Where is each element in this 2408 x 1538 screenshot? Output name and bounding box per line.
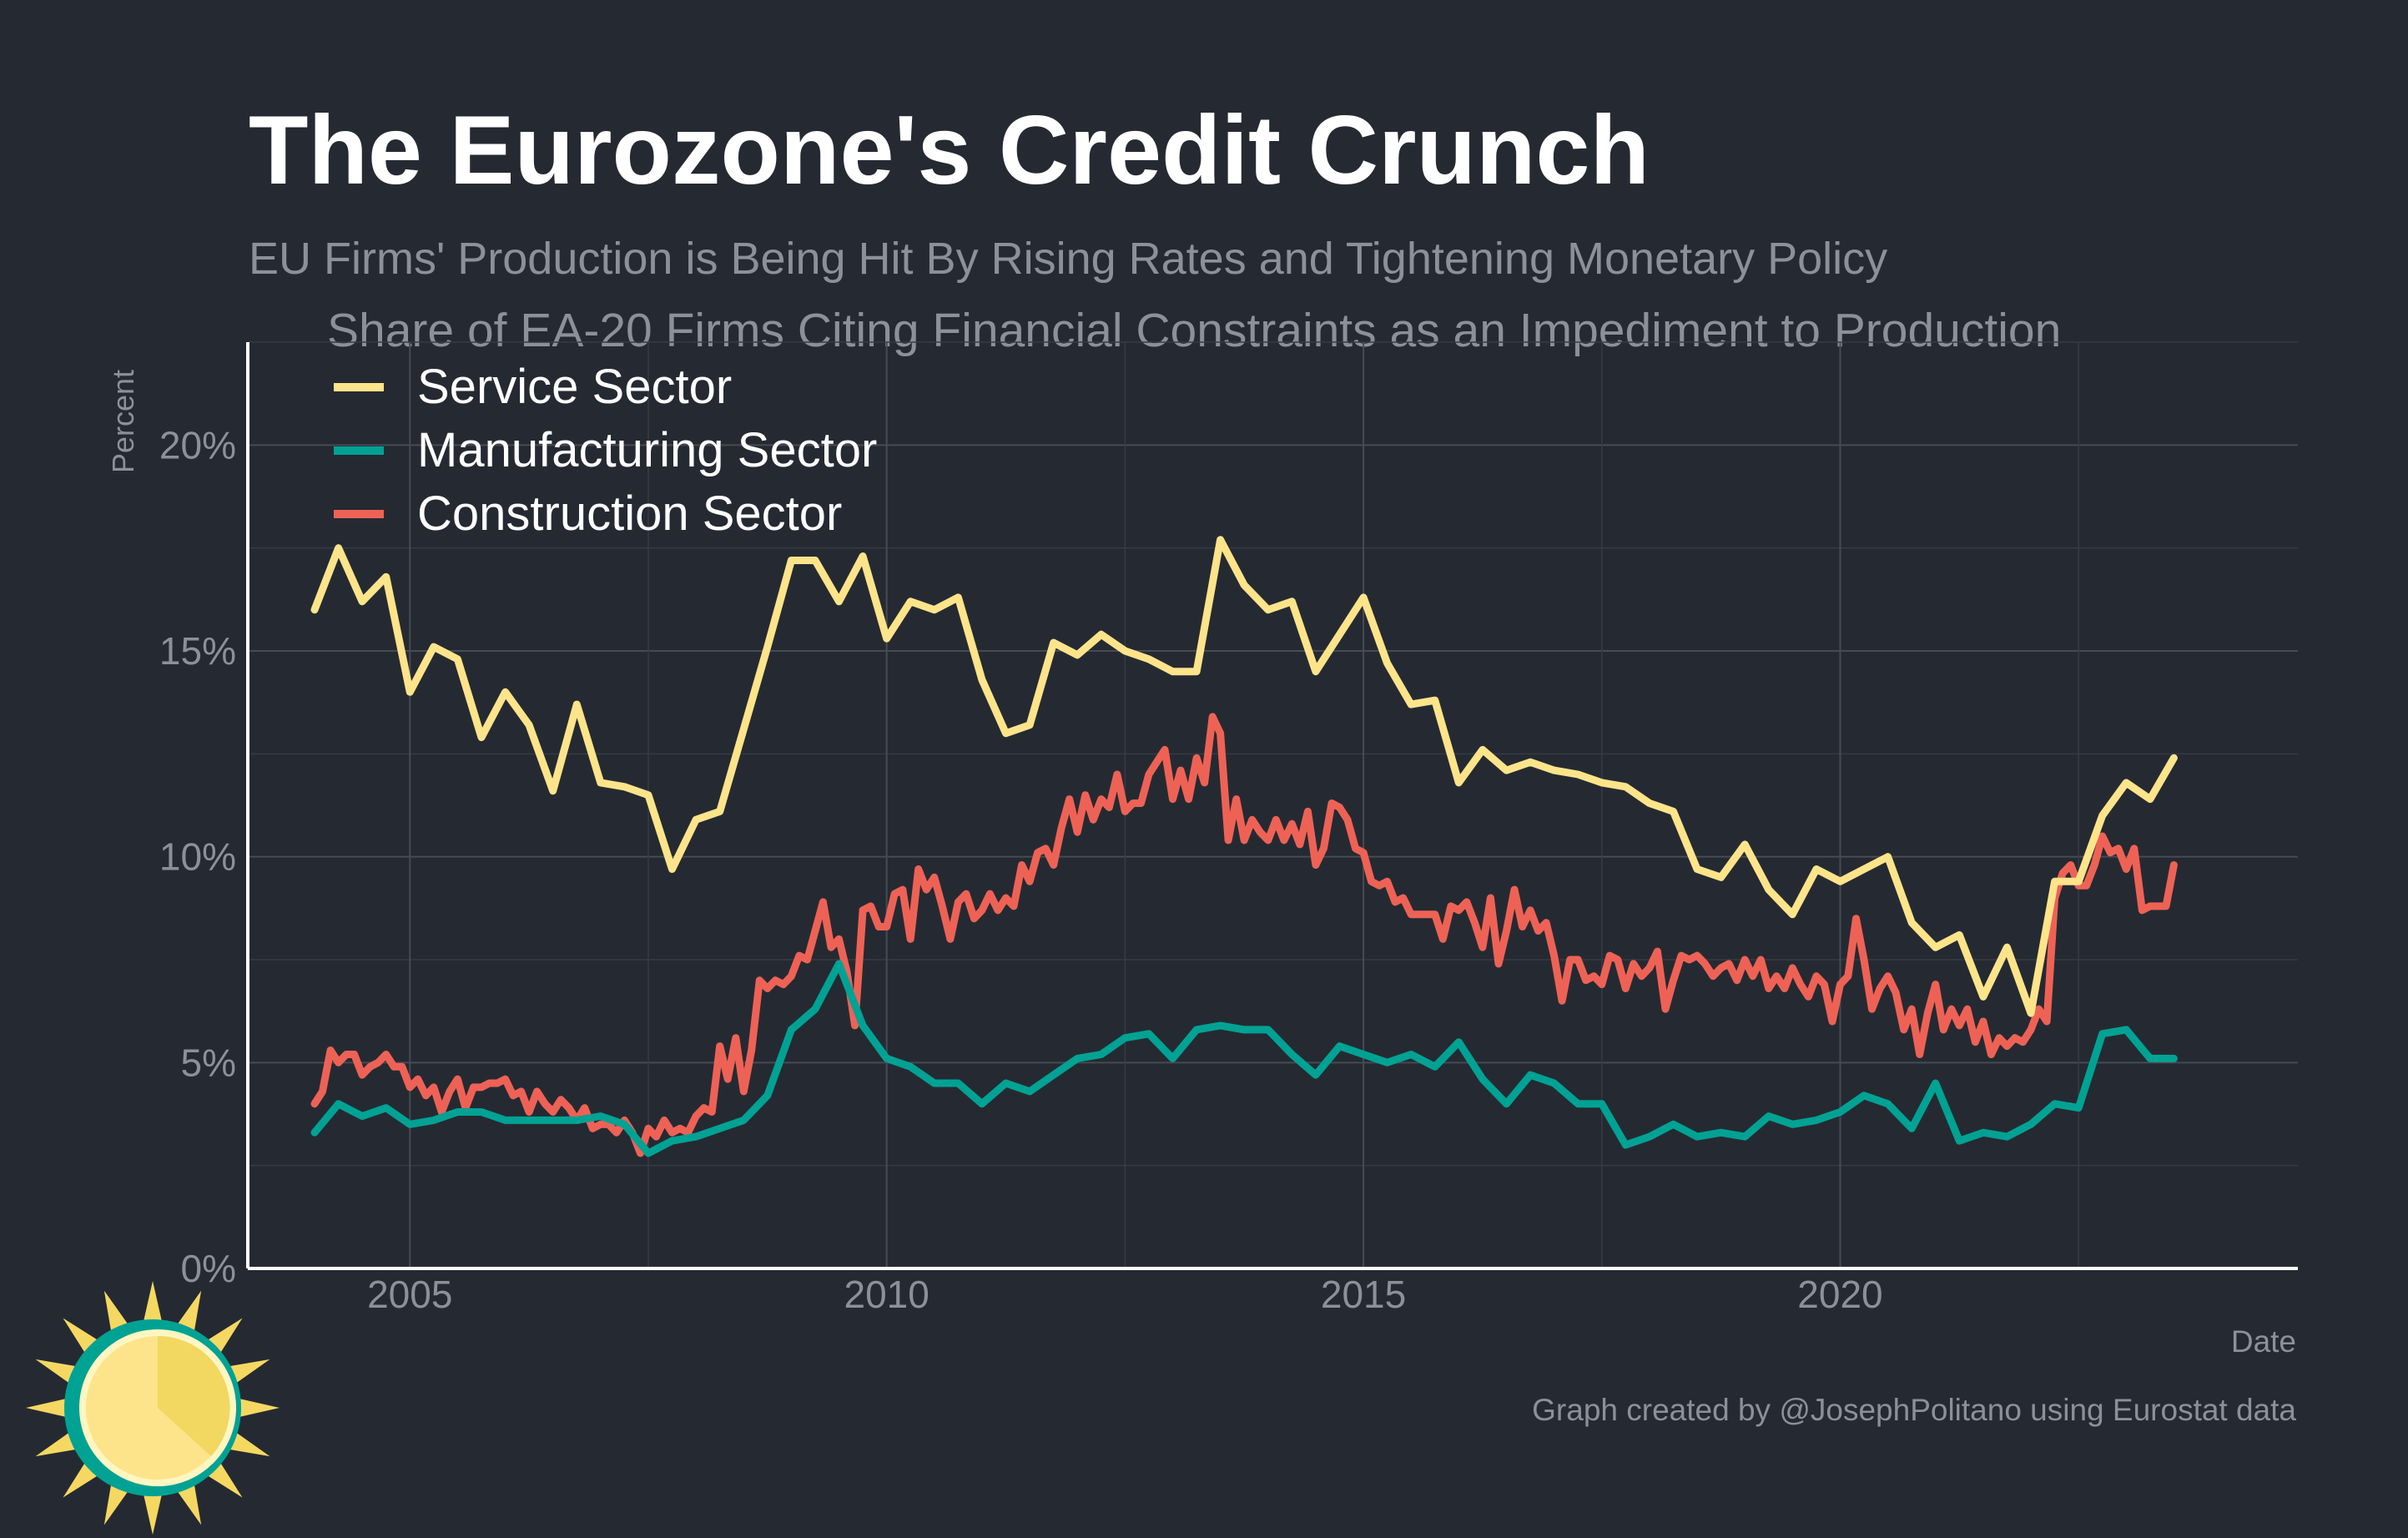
y-axis-label: Percent xyxy=(106,370,140,473)
chart-title: The Eurozone's Credit Crunch xyxy=(249,95,1650,204)
x-tick-label: 2010 xyxy=(844,1273,929,1316)
caption: Graph created by @JosephPolitano using E… xyxy=(1532,1393,2296,1427)
series-line-construction-sector xyxy=(310,713,2178,1157)
chart-subtitle: EU Firms' Production is Being Hit By Ris… xyxy=(249,234,1887,284)
y-tick-label: 10% xyxy=(159,835,236,879)
legend-label: Construction Sector xyxy=(417,487,842,541)
x-tick-label: 2015 xyxy=(1321,1273,1406,1316)
series-line-service-sector xyxy=(310,536,2178,1017)
y-tick-label: 20% xyxy=(159,423,236,466)
y-tick-label: 15% xyxy=(159,629,236,673)
x-axis-label: Date xyxy=(2231,1324,2296,1359)
x-tick-labels: 2005 2010 2015 2020 xyxy=(367,1273,1883,1316)
x-tick-label: 2005 xyxy=(367,1273,452,1316)
y-tick-label: 5% xyxy=(181,1041,236,1084)
x-tick-label: 2020 xyxy=(1797,1273,1882,1316)
series-line-manufacturing-sector xyxy=(310,960,2178,1157)
legend-label: Service Sector xyxy=(417,360,732,414)
legend-label: Manufacturing Sector xyxy=(417,423,877,477)
plot-title: Share of EA-20 Firms Citing Financial Co… xyxy=(327,304,2061,357)
sun-logo-icon xyxy=(26,1281,280,1535)
legend: Service Sector Manufacturing Sector Constr… xyxy=(334,360,877,541)
y-tick-label: 0% xyxy=(181,1247,236,1290)
y-tick-labels: 0% 5% 10% 15% 20% xyxy=(159,423,236,1290)
series-lines xyxy=(310,536,2178,1157)
